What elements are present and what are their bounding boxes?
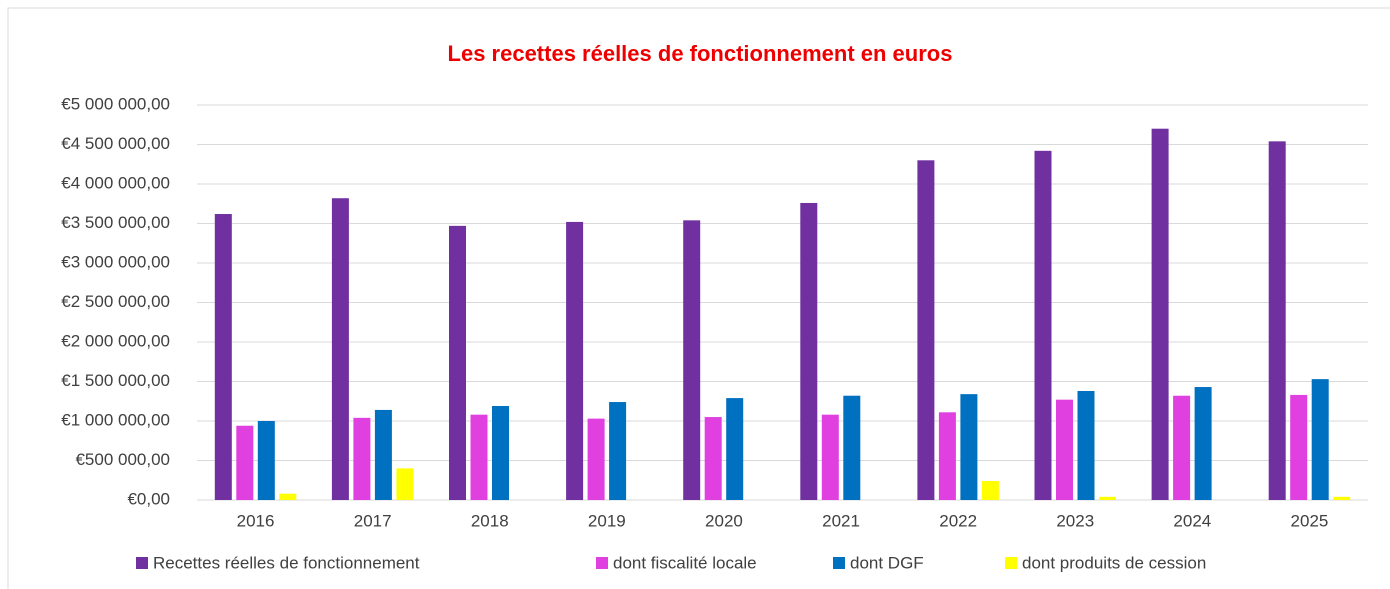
y-tick-label: €1 000 000,00 (61, 410, 170, 429)
bar (396, 468, 414, 500)
bar (800, 202, 818, 500)
bar (704, 417, 722, 500)
bar (1173, 395, 1191, 500)
y-tick-label: €3 500 000,00 (61, 213, 170, 232)
bar (1151, 128, 1169, 500)
bar (1311, 379, 1329, 500)
x-tick-label: 2025 (1291, 511, 1329, 530)
bar (214, 214, 232, 500)
y-tick-label: €3 000 000,00 (61, 252, 170, 271)
bar (331, 198, 349, 500)
bar (236, 425, 254, 500)
legend-label: dont DGF (850, 553, 924, 572)
bar (1077, 390, 1095, 500)
legend-swatch (833, 557, 845, 569)
bar (1333, 496, 1351, 500)
bar (374, 409, 392, 500)
x-tick-label: 2016 (237, 511, 275, 530)
legend-label: dont produits de cession (1022, 553, 1206, 572)
y-tick-label: €4 500 000,00 (61, 134, 170, 153)
bar (683, 220, 701, 500)
bar (566, 221, 584, 501)
bar (1056, 399, 1073, 500)
bar (353, 417, 371, 500)
bar (821, 414, 839, 500)
bar (960, 394, 978, 500)
y-tick-label: €5 000 000,00 (61, 94, 170, 113)
x-tick-label: 2023 (1056, 511, 1094, 530)
bar (1290, 394, 1308, 500)
legend-swatch (136, 557, 148, 569)
y-tick-label: €2 000 000,00 (61, 331, 170, 350)
y-tick-label: €500 000,00 (75, 450, 170, 469)
x-tick-label: 2019 (588, 511, 626, 530)
y-tick-label: €2 500 000,00 (61, 292, 170, 311)
legend-label: Recettes réelles de fonctionnement (153, 553, 420, 572)
bar (279, 493, 297, 500)
x-tick-label: 2021 (822, 511, 860, 530)
bar (1194, 387, 1212, 500)
bar (449, 225, 466, 500)
bar (1034, 150, 1052, 500)
x-tick-label: 2018 (471, 511, 509, 530)
x-tick-label: 2017 (354, 511, 392, 530)
x-tick-label: 2024 (1173, 511, 1211, 530)
chart-frame (7, 7, 1390, 589)
x-tick-label: 2020 (705, 511, 743, 530)
y-tick-label: €0,00 (127, 489, 170, 508)
bar (1099, 496, 1116, 500)
bar (470, 414, 488, 500)
bar (1268, 141, 1286, 500)
bar (981, 481, 999, 500)
bar (492, 405, 509, 500)
bar (587, 418, 605, 500)
bar (257, 421, 275, 500)
bar (917, 160, 935, 501)
legend-swatch (1005, 557, 1017, 569)
legend-swatch (596, 557, 608, 569)
bar (726, 398, 744, 500)
chart-title: Les recettes réelles de fonctionnement e… (448, 41, 953, 66)
y-tick-label: €1 500 000,00 (61, 371, 170, 390)
bar (938, 412, 956, 500)
bar (609, 402, 627, 500)
bar (843, 395, 861, 500)
legend-label: dont fiscalité locale (613, 553, 757, 572)
y-tick-label: €4 000 000,00 (61, 173, 170, 192)
x-tick-label: 2022 (939, 511, 977, 530)
